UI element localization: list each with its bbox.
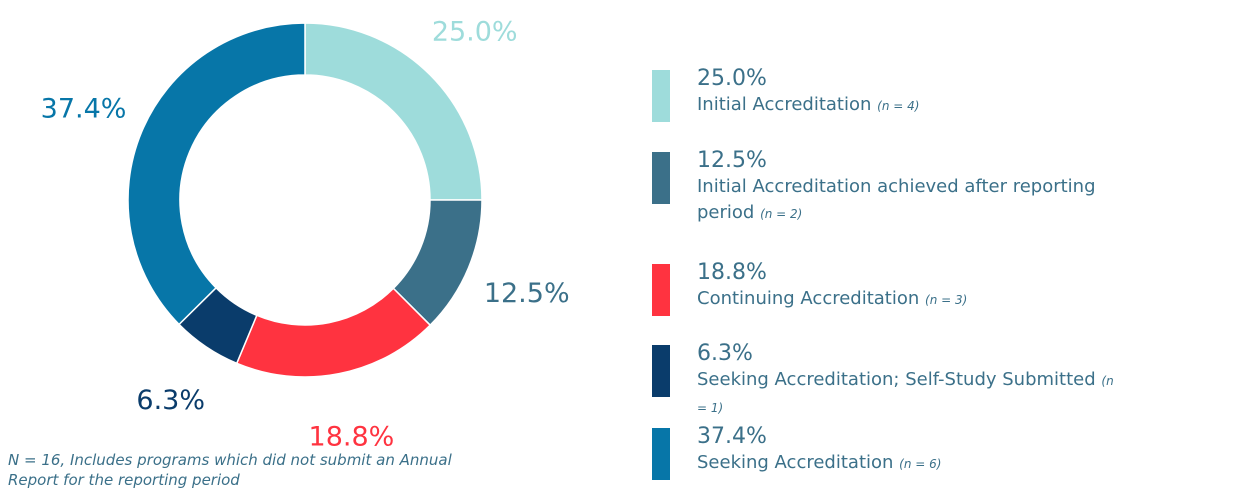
legend-item: 6.3% Seeking Accreditation; Self-Study Su… [652, 341, 1252, 421]
legend-count: (n = 1) [697, 374, 1114, 415]
legend-value: 18.8% [697, 260, 767, 285]
legend-label: Seeking Accreditation; Self-Study Submit… [697, 367, 1117, 421]
legend-item: 25.0% Initial Accreditation (n = 4) [652, 66, 1252, 122]
legend-name: Continuing Accreditation [697, 288, 920, 309]
footnote: N = 16, Includes programs which did not … [8, 451, 452, 489]
slice-label: 37.4% [41, 93, 127, 124]
legend-swatch [652, 345, 670, 397]
donut-slice [127, 22, 306, 326]
legend-label: Continuing Accreditation (n = 3) [697, 286, 1117, 313]
legend-name: Seeking Accreditation [697, 452, 894, 473]
legend-name: Initial Accreditation [697, 94, 872, 115]
legend-label: Initial Accreditation achieved after rep… [697, 174, 1117, 227]
legend-item: 37.4% Seeking Accreditation (n = 6) [652, 424, 1252, 480]
legend-swatch [652, 264, 670, 316]
legend-swatch [652, 152, 670, 204]
legend-count: (n = 2) [760, 207, 803, 221]
legend-name: Initial Accreditation achieved after rep… [697, 176, 1096, 223]
legend-count: (n = 6) [899, 457, 942, 471]
donut-chart: 25.0% 12.5% 18.8% 6.3% 37.4% [41, 16, 570, 450]
legend-count: (n = 3) [925, 293, 968, 307]
legend-label: Seeking Accreditation (n = 6) [697, 450, 1117, 477]
legend-swatch [652, 428, 670, 480]
legend-label: Initial Accreditation (n = 4) [697, 92, 1117, 119]
slice-label: 18.8% [309, 421, 395, 450]
legend-name: Seeking Accreditation; Self-Study Submit… [697, 369, 1096, 390]
donut-slice [304, 22, 483, 201]
legend-item: 18.8% Continuing Accreditation (n = 3) [652, 260, 1252, 316]
legend-item: 12.5% Initial Accreditation achieved afte… [652, 148, 1252, 227]
slice-label: 12.5% [484, 278, 570, 309]
legend-value: 12.5% [697, 148, 767, 173]
legend-count: (n = 4) [877, 99, 920, 113]
donut-slice [235, 287, 432, 378]
legend-value: 25.0% [697, 66, 767, 91]
legend-value: 6.3% [697, 341, 753, 366]
slice-label: 6.3% [136, 385, 205, 416]
legend-swatch [652, 70, 670, 122]
slice-label: 25.0% [432, 16, 518, 47]
legend-value: 37.4% [697, 424, 767, 449]
